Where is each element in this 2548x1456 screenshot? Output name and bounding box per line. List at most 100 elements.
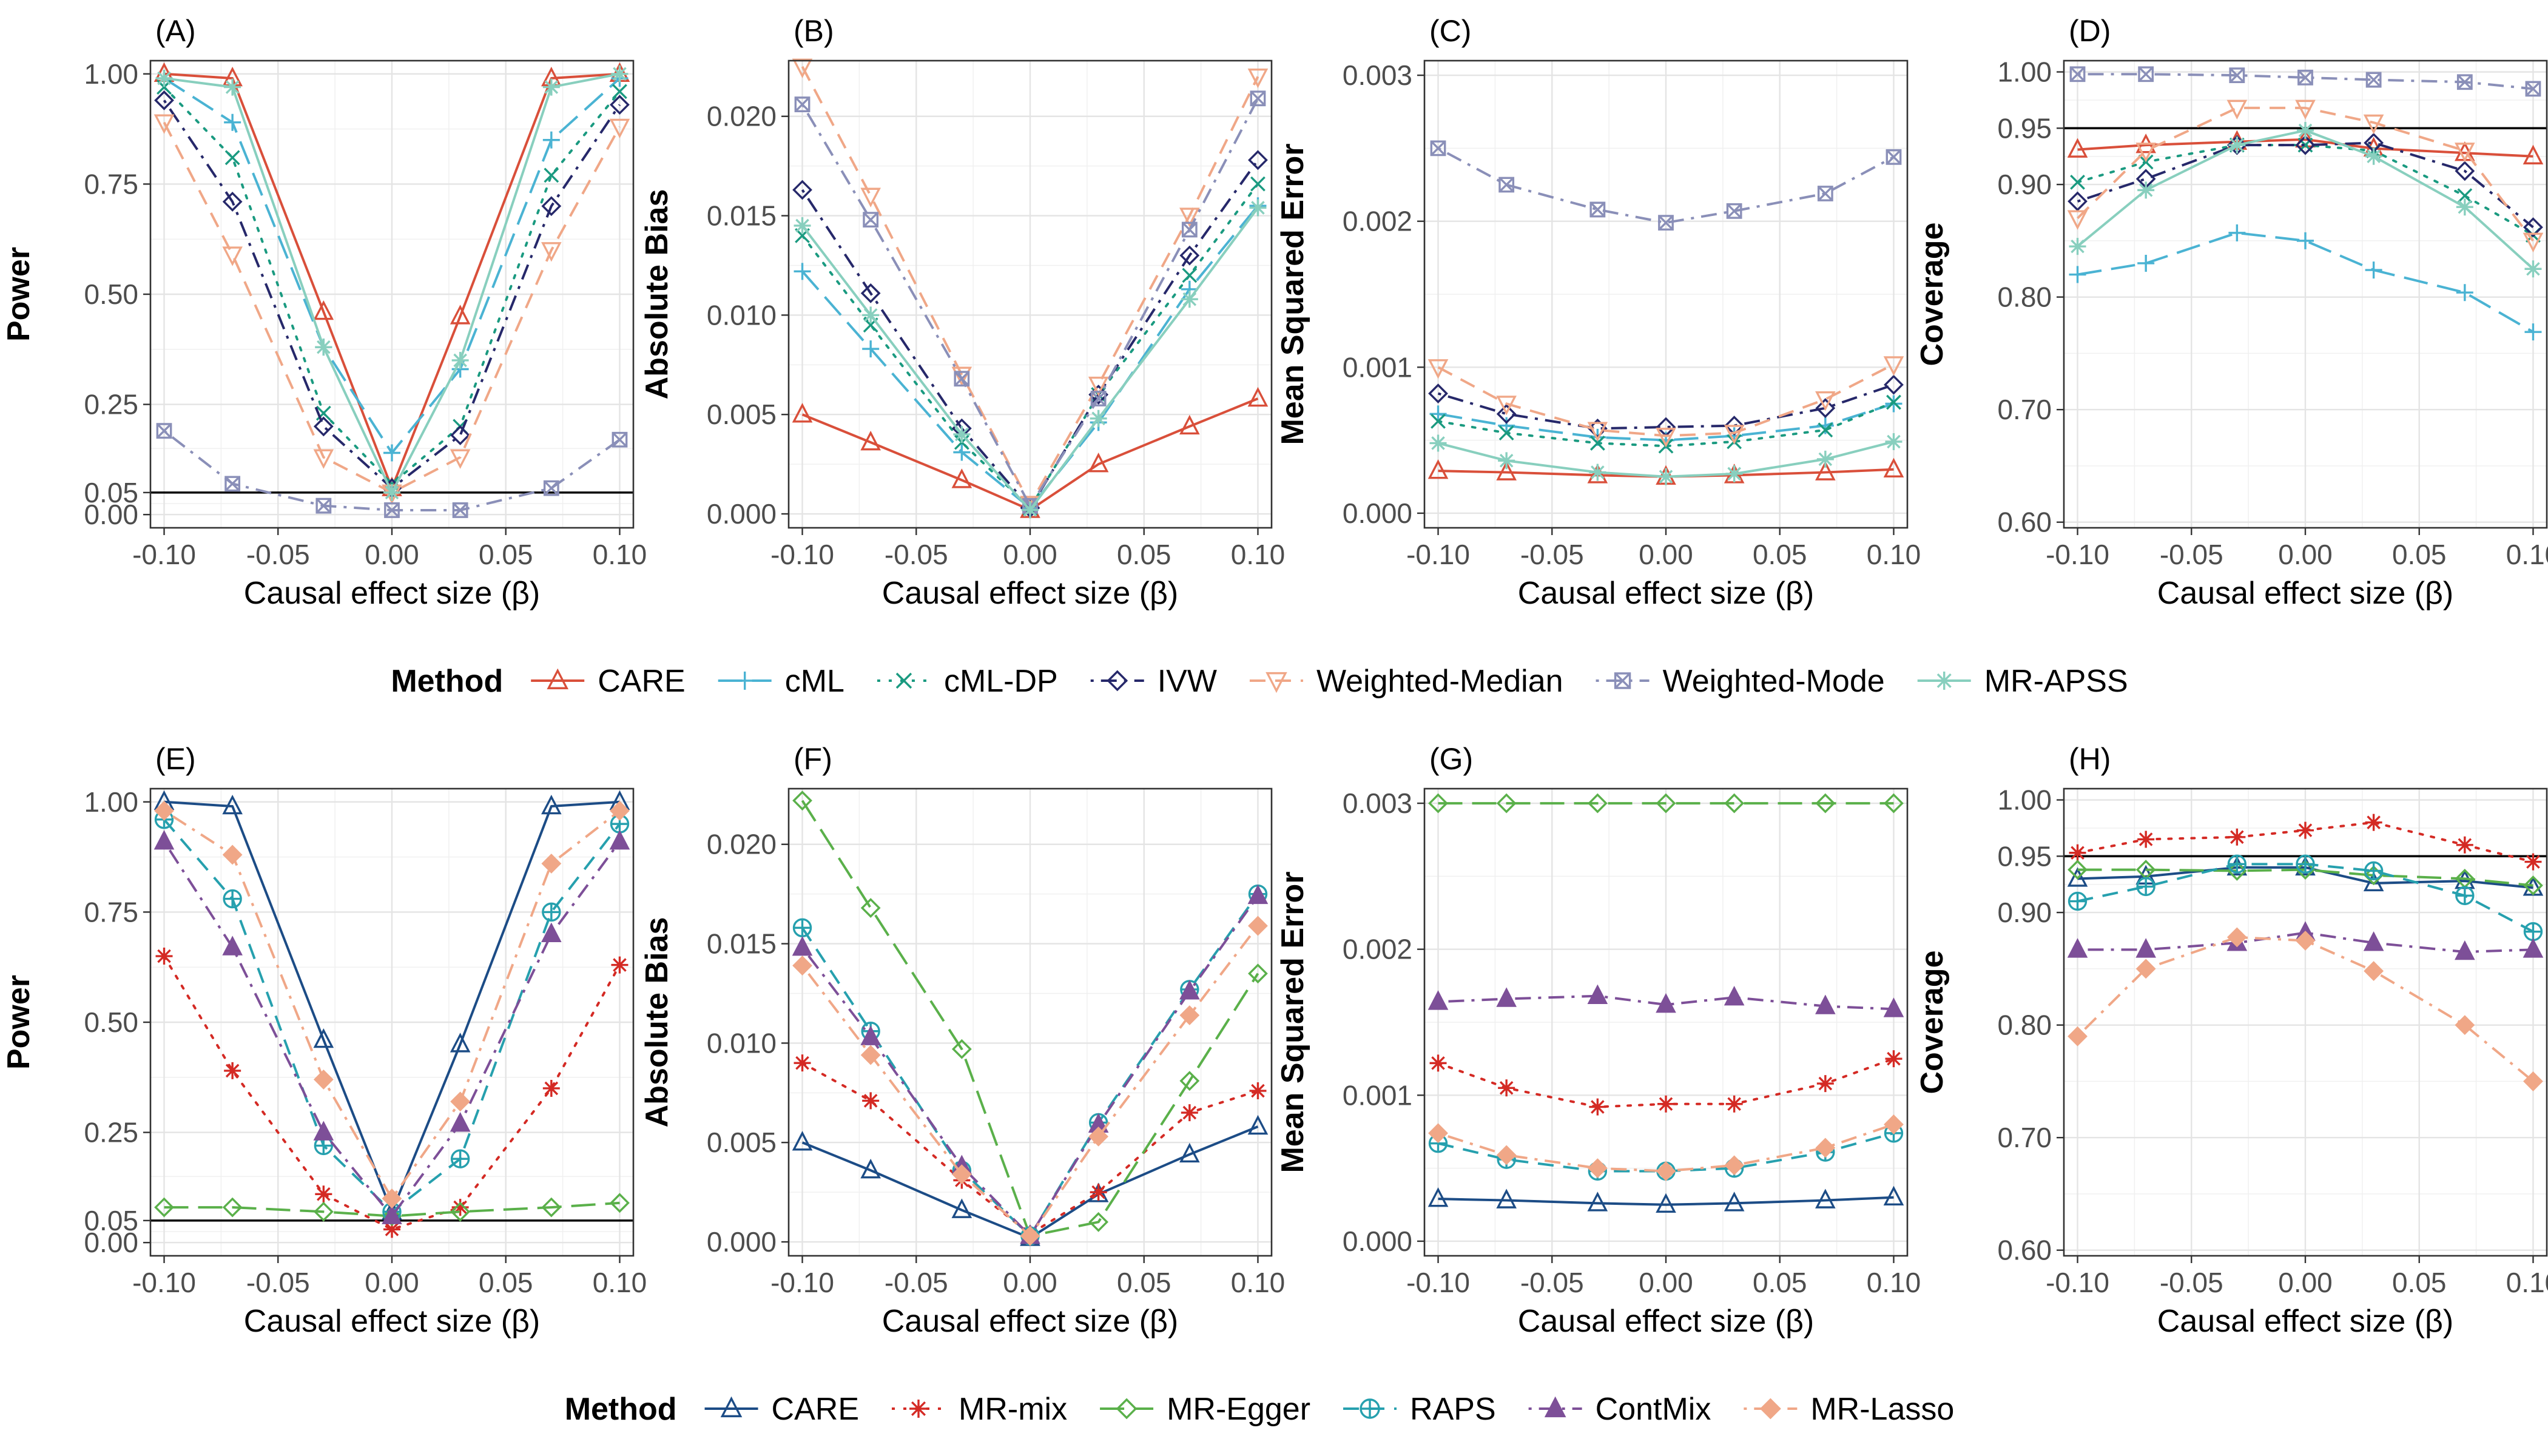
legend-key-marker bbox=[735, 672, 754, 690]
legend-key-marker bbox=[1266, 672, 1287, 693]
data-point-ivw bbox=[222, 192, 243, 212]
x-tick-label: 0.05 bbox=[1753, 539, 1807, 570]
data-point-contmix bbox=[1587, 984, 1608, 1004]
series-line-weighted-median bbox=[2077, 106, 2535, 242]
data-point-cml-dp bbox=[1498, 425, 1514, 440]
x-tick-label: 0.10 bbox=[1231, 539, 1286, 570]
y-tick-label: 1.00 bbox=[1997, 784, 2052, 816]
data-point-weighted-mode bbox=[156, 423, 172, 439]
y-tick-label: 1.00 bbox=[1997, 56, 2052, 88]
data-point-weighted-median bbox=[2295, 99, 2316, 120]
x-tick-label: 0.10 bbox=[593, 539, 647, 570]
data-point-cml-dp bbox=[1182, 268, 1198, 283]
data-point-cml bbox=[383, 444, 400, 462]
data-point-mr-apss bbox=[794, 217, 811, 234]
data-point-cml bbox=[2297, 232, 2314, 249]
data-point-mr-apss bbox=[1429, 434, 1447, 452]
data-point-weighted-median bbox=[609, 118, 630, 139]
data-point-care bbox=[1247, 1114, 1269, 1135]
data-point-weighted-mode bbox=[612, 431, 628, 448]
data-point-care bbox=[1815, 460, 1836, 480]
panel-e: -0.10 -0.05 0.00 0.05 0.100.000.050.250.500.… bbox=[1, 742, 647, 1339]
series-mr-lasso bbox=[1428, 1114, 1904, 1181]
data-point-ivw bbox=[2068, 191, 2088, 212]
y-axis-title: Mean Squared Error bbox=[1275, 143, 1310, 445]
x-tick-label: 0.00 bbox=[1639, 539, 1693, 570]
series-mr-mix bbox=[1429, 1050, 1903, 1116]
y-axis-title: Absolute Bias bbox=[639, 917, 675, 1128]
y-tick-label: 0.000 bbox=[1343, 497, 1412, 529]
data-point-mr-lasso bbox=[1587, 1158, 1608, 1179]
data-point-care bbox=[951, 1198, 972, 1218]
panel-label: (E) bbox=[155, 742, 196, 776]
data-point-mr-lasso bbox=[792, 956, 812, 976]
series-mr-apss bbox=[794, 199, 1267, 519]
y-tick-label: 0.001 bbox=[1343, 1079, 1412, 1111]
data-point-mr-lasso bbox=[1884, 1114, 1904, 1134]
data-point-mr-egger bbox=[1428, 793, 1448, 814]
data-point-mr-lasso bbox=[610, 800, 630, 821]
legend-item-ivw: IVW bbox=[1090, 664, 1217, 699]
x-tick-label: 0.05 bbox=[479, 539, 533, 570]
data-point-mr-mix bbox=[383, 1221, 400, 1238]
data-point-mr-mix bbox=[542, 1079, 560, 1097]
data-point-mr-egger bbox=[1496, 793, 1517, 814]
y-tick-label: 0.015 bbox=[707, 200, 777, 232]
data-point-ivw bbox=[1815, 398, 1836, 419]
data-point-raps bbox=[2227, 854, 2247, 874]
data-point-contmix bbox=[2135, 938, 2156, 958]
y-tick-label: 0.75 bbox=[84, 896, 138, 928]
data-point-mr-mix bbox=[1249, 1082, 1267, 1100]
data-point-contmix bbox=[1724, 986, 1745, 1006]
y-axis-title: Mean Squared Error bbox=[1275, 871, 1310, 1173]
data-point-care bbox=[860, 1159, 881, 1179]
data-point-ivw bbox=[2455, 161, 2475, 181]
data-point-raps bbox=[223, 889, 242, 909]
data-point-mr-lasso bbox=[222, 844, 243, 865]
y-tick-label: 1.00 bbox=[84, 786, 138, 818]
data-point-mr-lasso bbox=[1724, 1155, 1745, 1176]
data-point-mr-lasso bbox=[1496, 1145, 1517, 1165]
y-tick-label: 0.003 bbox=[1343, 59, 1412, 91]
x-axis-title: Causal effect size (β) bbox=[2157, 1304, 2453, 1339]
data-point-mr-lasso bbox=[2523, 1071, 2543, 1091]
x-tick-label: -0.10 bbox=[1406, 539, 1470, 570]
legend-key-marker bbox=[1360, 1398, 1380, 1419]
data-point-mr-mix bbox=[2524, 853, 2542, 871]
data-point-weighted-mode bbox=[1181, 221, 1198, 238]
data-point-weighted-mode bbox=[452, 502, 468, 518]
data-point-care bbox=[222, 794, 243, 815]
data-point-mr-apss bbox=[451, 351, 469, 369]
y-tick-label: 0.95 bbox=[1997, 112, 2052, 144]
data-point-raps bbox=[2296, 854, 2315, 874]
x-tick-label: -0.10 bbox=[2046, 539, 2109, 570]
data-point-contmix bbox=[1883, 997, 1904, 1017]
legend-title: Method bbox=[391, 664, 503, 699]
data-point-contmix bbox=[153, 830, 175, 850]
x-tick-label: 0.05 bbox=[1753, 1267, 1807, 1298]
data-point-weighted-median bbox=[2363, 114, 2384, 135]
x-tick-label: -0.10 bbox=[770, 1267, 834, 1298]
data-point-cml-dp bbox=[2457, 188, 2473, 204]
series-weighted-mode bbox=[1430, 140, 1902, 231]
panel-h: -0.10 -0.05 0.00 0.05 0.10 0.60 0.70 0.80 0.90 0.… bbox=[1915, 742, 2548, 1339]
x-tick-label: -0.10 bbox=[132, 1267, 196, 1298]
data-point-mr-egger bbox=[1656, 793, 1676, 814]
legend-title: Method bbox=[565, 1392, 677, 1427]
y-tick-label: 0.60 bbox=[1997, 507, 2052, 538]
series-line-weighted-median bbox=[1437, 363, 1895, 437]
data-point-mr-mix bbox=[315, 1185, 332, 1203]
y-tick-label: 0.05 bbox=[84, 477, 138, 508]
legend-item-mr-apss: MR-APSS bbox=[1917, 664, 2128, 699]
data-point-mr-mix bbox=[1429, 1054, 1447, 1072]
x-tick-label: 0.00 bbox=[365, 1267, 419, 1298]
data-point-care bbox=[1656, 1193, 1676, 1213]
series-mr-mix bbox=[2069, 814, 2542, 871]
data-point-mr-mix bbox=[862, 1092, 880, 1110]
series-mr-apss bbox=[155, 65, 629, 501]
data-point-weighted-mode bbox=[2365, 72, 2382, 88]
legend-item-raps: RAPS bbox=[1343, 1392, 1496, 1427]
panel-b: -0.10 -0.05 0.00 0.05 0.10 0.000 0.005 0.010 0.0… bbox=[639, 14, 1285, 611]
data-point-cml-dp bbox=[224, 150, 240, 166]
